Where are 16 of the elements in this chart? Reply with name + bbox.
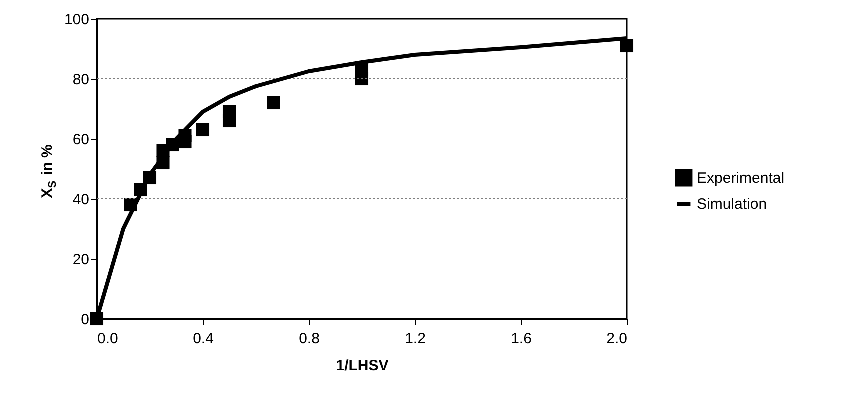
- y-tick-label: 80: [72, 72, 90, 88]
- x-tick-label: 1.6: [511, 330, 532, 348]
- y-tick-label: 40: [72, 192, 90, 208]
- x-axis-title: 1/LHSV: [336, 358, 389, 374]
- x-tick-label: 0.8: [299, 330, 320, 348]
- y-tick-label: 0: [81, 312, 90, 328]
- y-axis-title: XS in %: [39, 144, 59, 198]
- legend-label: Experimental: [697, 170, 785, 187]
- x-tick-label: 1.2: [405, 330, 426, 348]
- y-tick-label: 100: [64, 12, 90, 28]
- x-tick-label: 2.0: [606, 330, 628, 348]
- x-tick-label: 0.4: [193, 330, 214, 348]
- legend-label: Simulation: [697, 196, 768, 213]
- y-tick-label: 20: [72, 252, 90, 268]
- x-tick-label: 0.0: [98, 330, 118, 348]
- y-tick-label: 60: [72, 132, 90, 148]
